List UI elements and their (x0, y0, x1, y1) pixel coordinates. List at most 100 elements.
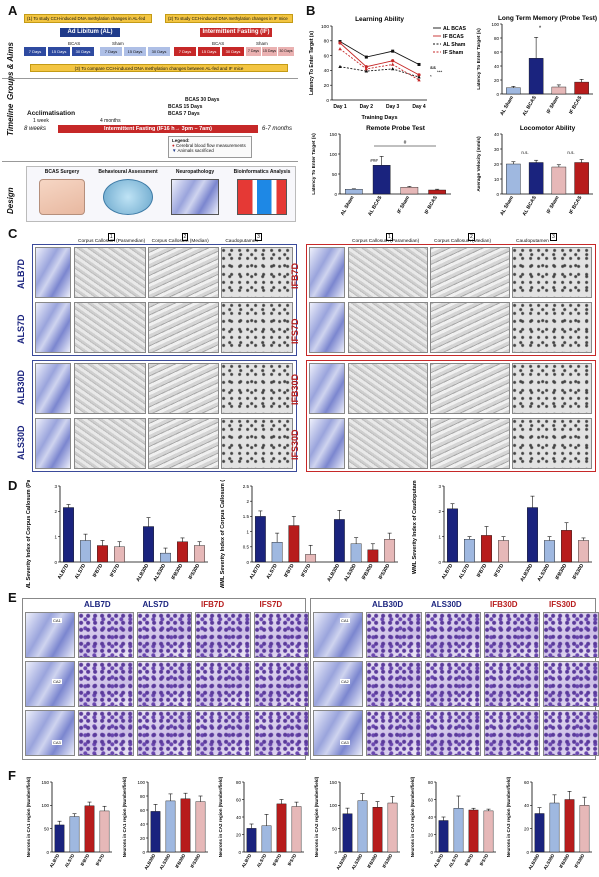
y-tick-label: 40 (494, 132, 500, 137)
y-axis-label: WML Severity Index of Corpus Callosum (P… (26, 480, 32, 588)
bar (428, 189, 446, 195)
y-tick-label: 40 (236, 815, 242, 820)
y-tick-label: 0.5 (243, 545, 250, 550)
row-label: IFB7D (290, 262, 300, 289)
bar (506, 87, 521, 95)
significance-mark: n.s. (521, 150, 528, 155)
nissl-image (136, 661, 192, 707)
chart-title: Learning Ability (355, 16, 404, 23)
y-tick-label: 3 (438, 484, 441, 489)
bar (271, 542, 283, 563)
x-tick-label: IFB30D (366, 852, 378, 869)
x-tick-label: ALS30D (542, 852, 555, 870)
chart-long-term-memory: Long Term Memory (Probe Test) 0 20 40 60 80 10… (476, 15, 597, 117)
x-tick-label: IFS7D (287, 852, 298, 866)
histology-block (306, 244, 596, 356)
chart-learning-ability: Learning Ability 0 20 40 60 80 100 Day 1 Day 2 Da… (309, 16, 467, 121)
y-axis-label: Average Velocity (mm/s) (476, 136, 482, 192)
legend-label: IF BCAS (443, 34, 464, 40)
y-tick-label: 0 (142, 850, 145, 855)
acclimatisation-label: Acclimatisation (27, 110, 76, 117)
bar (165, 800, 176, 853)
bar (574, 162, 589, 195)
y-tick-label: 100 (491, 22, 499, 27)
y-tick-label: 1 (246, 529, 249, 534)
y-tick-label: 0 (438, 560, 441, 565)
y-tick-label: 0 (246, 560, 249, 565)
chart-locomotor: Locomotor Ability 0 10 20 30 40 Average Veloci… (476, 125, 593, 217)
bar (384, 539, 396, 563)
y-tick-label: 0 (238, 850, 241, 855)
x-tick-label: ALS7D (448, 852, 460, 868)
y-tick-label: 150 (329, 780, 337, 785)
panel-label-d: D (8, 478, 18, 493)
significance-mark: * (539, 26, 542, 32)
series-point (417, 75, 421, 79)
series-line (339, 66, 420, 78)
column-header: ALB30D (372, 600, 404, 609)
series-point (364, 65, 368, 69)
bar (464, 539, 475, 563)
x-tick-label: IFS7D (109, 563, 121, 579)
x-tick-label: IFB7D (464, 852, 475, 866)
x-tick-label: ALB30D (326, 563, 341, 583)
histology-image (512, 247, 592, 298)
x-tick-label: ALS30D (152, 563, 167, 583)
nissl-image (195, 661, 251, 707)
column-header: ALS7D (142, 600, 169, 609)
bar (63, 507, 74, 563)
region-label: CA1 (52, 618, 62, 623)
series-point (391, 59, 395, 63)
bar (447, 508, 458, 563)
y-tick-label: 100 (41, 803, 49, 808)
bar (69, 816, 80, 853)
chart-neurons-ca2-7d: 0 20 40 60 80 Neurons in CA2 region (Number/f… (218, 776, 304, 869)
series-point (338, 41, 342, 45)
y-tick-label: 0 (496, 92, 499, 97)
y-tick-label: 30 (494, 147, 500, 152)
x-tick-label: ALS30D (158, 852, 171, 870)
x-tick-label: IFS30D (188, 563, 202, 581)
y-tick-label: 150 (329, 132, 337, 137)
column-header: ALB7D (84, 600, 111, 609)
y-tick-label: 100 (137, 780, 145, 785)
x-tick-label: ALB7D (241, 852, 253, 868)
bar (305, 554, 317, 563)
histology-image (512, 363, 592, 414)
series-point (417, 62, 421, 66)
bar (528, 58, 544, 95)
histology-image (147, 247, 220, 298)
x-tick-label: IFS7D (479, 852, 490, 866)
bar (160, 552, 171, 563)
y-tick-label: 100 (329, 152, 337, 157)
nissl-image (543, 710, 599, 756)
nissl-image (253, 612, 309, 658)
chart-wml-paramedian: 0 1 2 3 WML Severity Index of Corpus Callosu… (26, 480, 208, 588)
row-label: ALS7D (16, 314, 26, 344)
region-label: CA3 (340, 740, 350, 745)
column-header: Caudoputamen (516, 239, 549, 244)
bar (291, 806, 302, 853)
y-tick-label: 100 (321, 24, 329, 30)
aim3-banner: (3) To compare CCH-induced DNA methylati… (30, 64, 288, 72)
if-bcas-label: BCAS (212, 41, 225, 46)
nissl-image (78, 710, 134, 756)
histology-image (348, 302, 428, 353)
column-number: 1 (107, 233, 115, 241)
x-tick-label: ALS7D (74, 563, 88, 581)
histology-image (74, 418, 146, 469)
x-tick-label: IFS7D (493, 563, 505, 579)
x-tick-label: ALB30D (527, 852, 540, 870)
y-tick-label: 80 (494, 36, 500, 41)
series-point (390, 62, 395, 66)
histology-image (430, 302, 510, 353)
y-tick-label: 50 (44, 826, 50, 831)
bar (551, 86, 567, 95)
y-axis-label: Latency To Enter Target (s) (309, 31, 315, 95)
y-tick-label: 2 (54, 509, 57, 514)
bar (527, 507, 538, 563)
panel-label-b: B (306, 3, 316, 18)
x-tick-label: ALS30D (536, 563, 551, 583)
row-label: ALS30D (16, 425, 26, 460)
